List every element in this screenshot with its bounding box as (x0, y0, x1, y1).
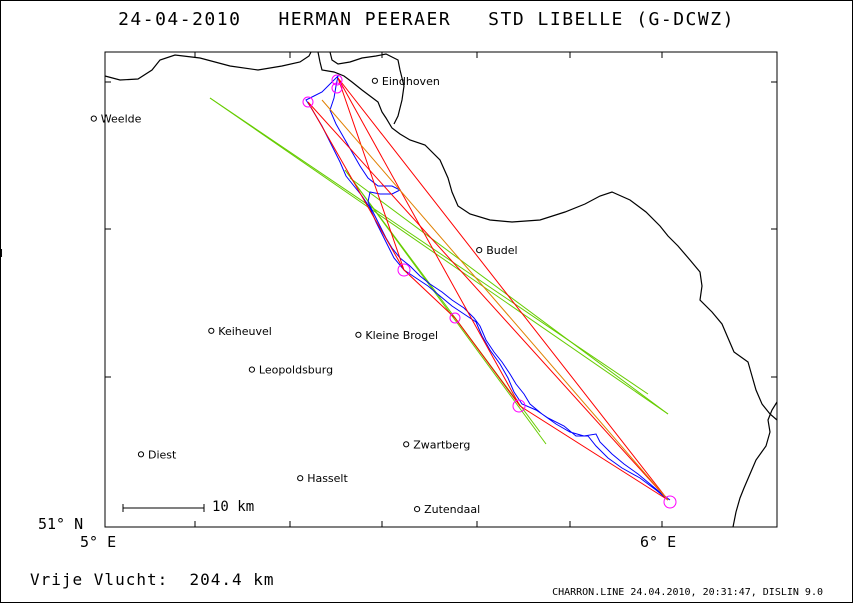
y-tick-label-51n: 51° N (38, 515, 84, 533)
town-marker (355, 331, 362, 338)
town-marker (137, 451, 145, 458)
town-marker (371, 77, 378, 84)
optimized-legs (209, 97, 669, 445)
town-markers: Eindhoven Weelde Zoersel Budel Keiheuvel Klei… (0, 75, 518, 516)
town-label: Leopoldsburg (259, 364, 333, 377)
town-label: Budel (486, 244, 517, 257)
country-borders (104, 51, 778, 528)
town-label: Zwartberg (413, 438, 470, 451)
town-label: Weelde (101, 113, 142, 126)
free-flight-distance: Vrije Vlucht: 204.4 km (30, 570, 275, 589)
town-label: Zutendaal (424, 503, 480, 516)
gps-track (305, 74, 671, 501)
task-lines (307, 77, 669, 501)
town-marker (403, 441, 410, 448)
scale-bar (122, 504, 205, 512)
town-marker (90, 115, 97, 122)
axis-ticks (105, 52, 777, 527)
town-marker (208, 327, 215, 334)
x-tick-label-5e: 5° E (80, 533, 117, 551)
town-label: Zoersel (0, 247, 3, 260)
page-title: 24-04-2010 HERMAN PEERAER STD LIBELLE (G… (118, 9, 735, 30)
task-line-orange (321, 99, 669, 501)
town-label: Hasselt (307, 472, 348, 485)
town-label: Eindhoven (382, 75, 440, 88)
town-marker (414, 506, 421, 513)
town-label: Keiheuvel (218, 325, 272, 338)
town-marker (248, 366, 255, 373)
scale-bar-label: 10 km (212, 499, 255, 515)
town-label: Kleine Brogel (365, 329, 438, 342)
turnpoints (302, 74, 677, 509)
x-tick-label-6e: 6° E (640, 533, 677, 551)
town-marker (297, 475, 304, 482)
town-label: Diest (148, 448, 177, 461)
town-marker (476, 247, 483, 254)
map-frame (104, 51, 778, 528)
plot-info: CHARRON.LINE 24.04.2010, 20:31:47, DISLI… (552, 587, 823, 598)
